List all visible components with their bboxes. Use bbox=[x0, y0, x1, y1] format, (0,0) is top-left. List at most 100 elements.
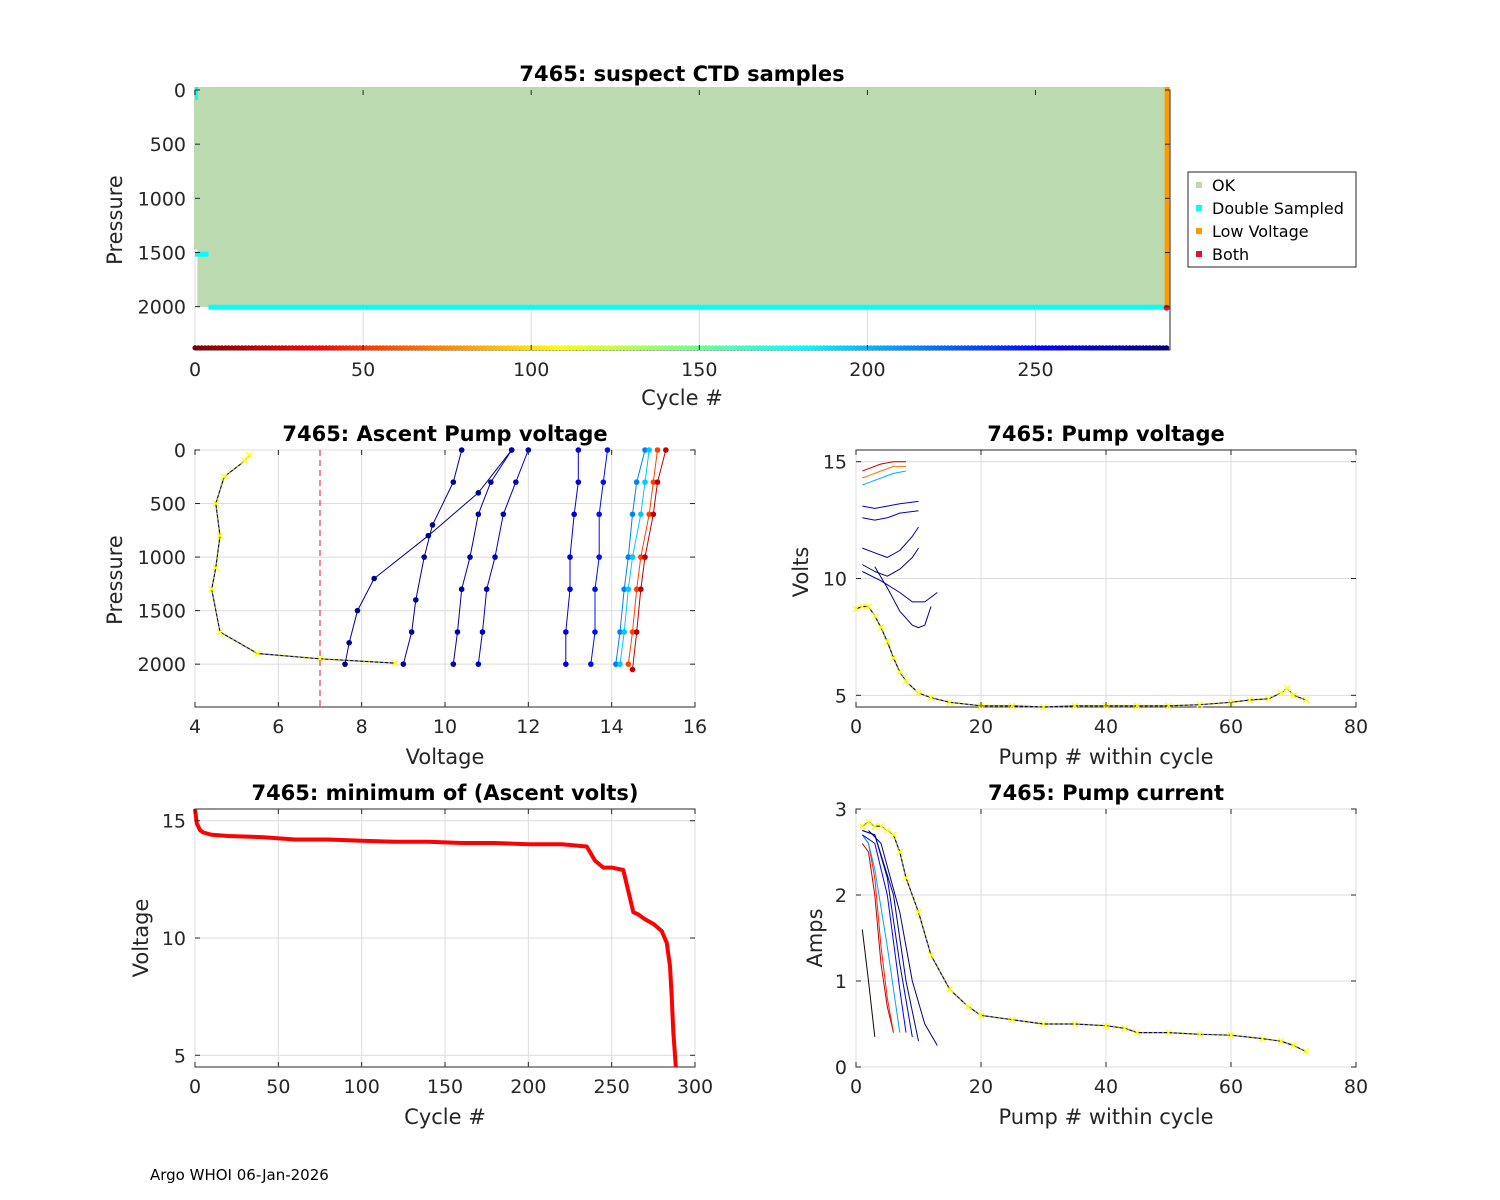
pumpv-last-cycle-point bbox=[1246, 696, 1254, 704]
ascent-cycle-4-point bbox=[483, 586, 490, 593]
ascent-cycle-2-point bbox=[429, 522, 436, 528]
pumpv-ytick-label: 5 bbox=[835, 685, 847, 707]
pumpc-last-cycle-point bbox=[858, 822, 866, 830]
pumpv-last-cycle-point bbox=[896, 668, 904, 676]
pumpv-xtick-label: 60 bbox=[1219, 716, 1243, 738]
ascent-cycle-4-point bbox=[492, 554, 498, 560]
ascent-cycle-8-point bbox=[629, 554, 636, 560]
ctd-xtick-label: 50 bbox=[351, 359, 375, 381]
ctd-xlabel: Cycle # bbox=[641, 386, 723, 410]
pumpv-xtick-label: 0 bbox=[850, 716, 862, 738]
ascent-cycle-9-point bbox=[654, 447, 661, 453]
ascent-cycle-4-point bbox=[479, 629, 486, 635]
pumpc-xtick-label: 20 bbox=[969, 1076, 993, 1098]
ascent-cycle-1-point bbox=[475, 490, 482, 496]
ascent-cycle-6-point bbox=[604, 447, 611, 453]
ascent-cycle-2-point bbox=[458, 447, 465, 453]
pumpv-last-cycle-point bbox=[1165, 702, 1172, 710]
ascent-cycle-2-point bbox=[450, 479, 457, 485]
ascent-cycle-10-point bbox=[638, 586, 644, 593]
pumpv-last-cycle-point bbox=[1133, 702, 1141, 710]
ascent-cycle-7-point bbox=[621, 586, 627, 593]
pumpc-last-cycle-point bbox=[890, 831, 897, 839]
pumpc-last-cycle-point bbox=[1121, 1024, 1129, 1032]
pumpv-cycle-8-line bbox=[862, 571, 938, 603]
ascent-cycle-4-point bbox=[500, 511, 507, 518]
ascent-cycle-10-point bbox=[642, 554, 648, 560]
ascent-last-cycle-point bbox=[208, 585, 216, 593]
ctd-xtick-label: 150 bbox=[681, 359, 717, 381]
pumpv-cycle-1-line bbox=[862, 461, 906, 472]
pumpc-last-cycle-point bbox=[1302, 1048, 1310, 1055]
pumpc-title: 7465: Pump current bbox=[988, 781, 1224, 805]
pumpv-last-cycle-point bbox=[902, 677, 910, 685]
ascent-xtick-label: 4 bbox=[189, 716, 201, 738]
ascent-marks bbox=[208, 447, 669, 707]
pumpv-xlabel: Pump # within cycle bbox=[999, 745, 1214, 769]
both-flag-point bbox=[1163, 304, 1170, 311]
ascent-cycle-5-point bbox=[567, 554, 573, 560]
pumpc-cycle-4-line bbox=[862, 834, 907, 1033]
pumpc-cycle-1-line bbox=[861, 843, 894, 1033]
pumpc-ytick-label: 3 bbox=[835, 799, 847, 821]
ascent-cycle-5-point bbox=[563, 629, 569, 635]
pumpc-last-cycle-point bbox=[1196, 1030, 1204, 1038]
ascent-cycle-1-point bbox=[354, 607, 361, 614]
ascent-last-cycle-point bbox=[212, 564, 220, 572]
ascent-cycle-1-point bbox=[346, 639, 352, 646]
ctd-ytick-label: 1500 bbox=[138, 243, 186, 265]
pumpc-last-cycle-point bbox=[915, 908, 922, 916]
ascent-cycle-2-point bbox=[413, 597, 419, 603]
pumpc-xlabel: Pump # within cycle bbox=[999, 1105, 1214, 1129]
chart-minv: 0 50 100 150 200 250 300 5 10 15 7465: minimum of… bbox=[129, 781, 713, 1129]
ascent-cycle-5-point bbox=[575, 479, 582, 485]
pumpc-last-cycle-point bbox=[871, 822, 879, 830]
ascent-last-cycle-point bbox=[212, 500, 220, 507]
ascent-cycle-8-point bbox=[621, 629, 627, 635]
double-sampled-surface bbox=[195, 87, 198, 100]
pumpc-grid bbox=[855, 808, 1357, 1068]
minv-xtick-label: 300 bbox=[677, 1076, 713, 1098]
ctd-marks bbox=[192, 87, 1170, 351]
ctd-xtick-label: 100 bbox=[513, 359, 549, 381]
ascent-cycle-4-point bbox=[513, 479, 519, 485]
legend-both-marker bbox=[1196, 251, 1202, 257]
ctd-ytick-label: 2000 bbox=[138, 297, 186, 319]
pumpv-ticks: 0 20 40 60 80 5 10 15 bbox=[823, 450, 1368, 738]
pumpv-last-cycle-point bbox=[1265, 695, 1272, 703]
pumpv-last-cycle-point bbox=[927, 694, 935, 702]
ascent-cycle-3-point bbox=[467, 554, 473, 560]
ctd-ylabel: Pressure bbox=[103, 175, 127, 265]
pumpv-last-cycle-point bbox=[1277, 689, 1285, 697]
pumpc-last-cycle-point bbox=[965, 1003, 972, 1011]
ascent-cycle-9-point bbox=[650, 479, 657, 485]
pumpc-last-cycle-point bbox=[927, 951, 935, 959]
pumpc-last-cycle-point bbox=[1040, 1020, 1047, 1028]
ctd-ytick-label: 1000 bbox=[138, 188, 186, 210]
pumpv-cycle-7-line bbox=[862, 547, 919, 577]
pumpv-last-cycle-point bbox=[852, 605, 860, 613]
ascent-xtick-label: 16 bbox=[683, 716, 707, 738]
pumpc-last-cycle-point bbox=[1165, 1029, 1172, 1037]
minv-xtick-label: 150 bbox=[427, 1076, 463, 1098]
ascent-ytick-label: 500 bbox=[150, 494, 186, 516]
ascent-cycle-8-point bbox=[646, 447, 652, 453]
ascent-cycle-8-point bbox=[642, 479, 648, 485]
ctd-ytick-label: 0 bbox=[174, 80, 186, 102]
minv-ytick-label: 10 bbox=[162, 928, 186, 950]
pumpv-ylabel: Volts bbox=[789, 547, 813, 598]
ascent-cycle-9-point bbox=[646, 511, 652, 518]
ascent-cycle-6-point bbox=[592, 586, 598, 593]
ascent-ytick-label: 2000 bbox=[138, 654, 186, 676]
legend-double-label: Double Sampled bbox=[1212, 199, 1344, 218]
minv-xtick-label: 200 bbox=[510, 1076, 546, 1098]
legend-ok-marker bbox=[1196, 182, 1202, 188]
pumpc-last-cycle-point bbox=[977, 1011, 985, 1019]
pumpv-last-cycle-point bbox=[946, 698, 954, 706]
ascent-cycle-3-point bbox=[450, 661, 457, 667]
ascent-cycle-7-point bbox=[625, 554, 632, 560]
minv-ylabel: Voltage bbox=[129, 899, 153, 978]
pumpv-last-cycle-point bbox=[865, 603, 872, 610]
legend-double-marker bbox=[1196, 205, 1202, 211]
pumpc-ytick-label: 1 bbox=[835, 971, 847, 993]
